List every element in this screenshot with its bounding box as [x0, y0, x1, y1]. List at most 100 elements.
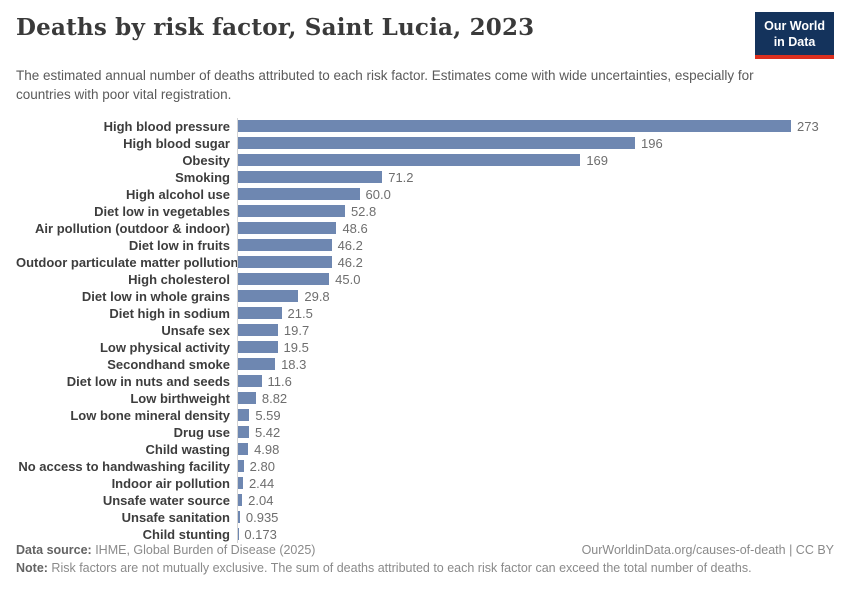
chart-row: High alcohol use 60.0: [16, 185, 834, 203]
row-plot-area: 2.44: [237, 474, 834, 492]
bar-value-label: 0.935: [245, 509, 279, 525]
chart-row: Outdoor particulate matter pollution 46.…: [16, 253, 834, 271]
bar[interactable]: [238, 375, 262, 388]
chart-row: Diet low in nuts and seeds 11.6: [16, 372, 834, 390]
row-plot-area: 5.59: [237, 406, 834, 424]
data-source: Data source: IHME, Global Burden of Dise…: [16, 543, 315, 557]
bar[interactable]: [238, 137, 636, 150]
bar-value-label: 11.6: [267, 373, 292, 389]
row-label: High blood sugar: [123, 135, 230, 151]
row-plot-area: 11.6: [237, 372, 834, 390]
row-label: No access to handwashing facility: [18, 458, 230, 474]
bar-value-label: 48.6: [342, 220, 368, 236]
page-title: Deaths by risk factor, Saint Lucia, 2023: [16, 14, 535, 41]
chart-row: Low birthweight 8.82: [16, 389, 834, 407]
header: Deaths by risk factor, Saint Lucia, 2023…: [16, 12, 834, 60]
row-plot-area: 2.04: [237, 491, 834, 509]
owid-logo[interactable]: Our World in Data: [755, 12, 834, 60]
row-plot-area: 45.0: [237, 270, 834, 288]
chart-row: Unsafe water source 2.04: [16, 491, 834, 509]
bar[interactable]: [238, 171, 383, 184]
row-plot-area: 0.173: [237, 525, 834, 543]
chart-row: Low bone mineral density 5.59: [16, 406, 834, 424]
bar-value-label: 0.173: [244, 526, 277, 542]
bar[interactable]: [238, 120, 791, 133]
bar-value-label: 4.98: [254, 441, 280, 457]
bar-value-label: 273: [797, 118, 819, 134]
row-plot-area: 196: [237, 134, 834, 152]
bar[interactable]: [238, 324, 278, 337]
bar[interactable]: [238, 511, 240, 524]
footer: Data source: IHME, Global Burden of Dise…: [16, 543, 834, 575]
row-label: Low birthweight: [130, 390, 230, 406]
chart-row: High blood sugar 196: [16, 134, 834, 152]
bar-value-label: 21.5: [287, 305, 313, 321]
bar[interactable]: [238, 256, 332, 269]
bar[interactable]: [238, 222, 337, 235]
bar[interactable]: [238, 392, 256, 405]
footer-link[interactable]: OurWorldinData.org/causes-of-death | CC …: [581, 543, 834, 557]
chart-row: Diet low in vegetables 52.8: [16, 202, 834, 220]
bar[interactable]: [238, 494, 243, 507]
chart-row: Diet low in whole grains 29.8: [16, 287, 834, 305]
bar[interactable]: [238, 290, 299, 303]
bar-value-label: 18.3: [281, 356, 307, 372]
row-plot-area: 273: [237, 117, 834, 135]
row-label: Diet low in nuts and seeds: [66, 373, 230, 389]
row-plot-area: 0.935: [237, 508, 834, 526]
bar[interactable]: [238, 477, 243, 490]
data-source-label: Data source:: [16, 543, 92, 557]
chart-row: Diet high in sodium 21.5: [16, 304, 834, 322]
row-label: Unsafe water source: [102, 492, 230, 508]
row-label: Indoor air pollution: [111, 475, 230, 491]
bar[interactable]: [238, 239, 332, 252]
row-plot-area: 46.2: [237, 236, 834, 254]
chart-subtitle: The estimated annual number of deaths at…: [16, 68, 754, 103]
bar[interactable]: [238, 307, 282, 320]
data-source-text: IHME, Global Burden of Disease (2025): [91, 543, 316, 557]
chart-row: Low physical activity 19.5: [16, 338, 834, 356]
row-label: Diet low in fruits: [128, 237, 230, 253]
owid-logo-line2: in Data: [773, 34, 816, 49]
bar[interactable]: [238, 426, 249, 439]
row-label: Drug use: [173, 424, 230, 440]
bar-value-label: 52.8: [350, 203, 377, 219]
bar-value-label: 5.42: [254, 424, 281, 440]
row-label: Child stunting: [142, 526, 230, 542]
row-plot-area: 18.3: [237, 355, 834, 373]
bar[interactable]: [238, 188, 360, 201]
bar-value-label: 46.2: [337, 254, 363, 270]
bar[interactable]: [238, 460, 244, 473]
row-plot-area: 60.0: [237, 185, 834, 203]
bar-value-label: 19.7: [283, 322, 310, 338]
bar-value-label: 60.0: [365, 186, 391, 202]
bar[interactable]: [238, 205, 345, 218]
chart-row: Indoor air pollution 2.44: [16, 474, 834, 492]
bar[interactable]: [238, 409, 250, 422]
row-plot-area: 46.2: [237, 253, 834, 271]
row-plot-area: 19.7: [237, 321, 834, 339]
chart-row: Secondhand smoke 18.3: [16, 355, 834, 373]
footer-note-text: Risk factors are not mutually exclusive.…: [47, 561, 752, 575]
bar[interactable]: [238, 443, 249, 456]
row-label: High cholesterol: [128, 271, 230, 287]
bar-value-label: 196: [641, 135, 663, 151]
bar-value-label: 45.0: [335, 271, 361, 287]
footer-note: Note: Risk factors are not mutually excl…: [16, 561, 834, 575]
bar[interactable]: [238, 273, 330, 286]
row-plot-area: 52.8: [237, 202, 834, 220]
bar-chart: High blood pressure 273 High blood sugar…: [16, 117, 834, 543]
row-label: Obesity: [182, 152, 230, 168]
bar-value-label: 19.5: [283, 339, 309, 355]
row-plot-area: 5.42: [237, 423, 834, 441]
bar[interactable]: [238, 358, 276, 371]
row-plot-area: 4.98: [237, 440, 834, 458]
footer-note-label: Note:: [16, 561, 48, 575]
row-label: Unsafe sanitation: [121, 509, 230, 525]
bar-value-label: 5.59: [255, 407, 281, 423]
bar[interactable]: [238, 341, 278, 354]
row-label: Diet low in vegetables: [94, 203, 230, 219]
row-plot-area: 48.6: [237, 219, 834, 237]
bar[interactable]: [238, 154, 581, 167]
